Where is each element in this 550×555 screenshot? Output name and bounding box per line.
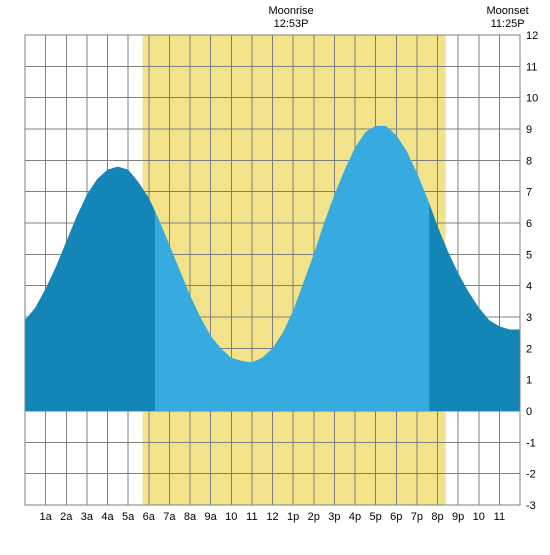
svg-text:1: 1	[526, 375, 532, 387]
svg-text:-2: -2	[526, 469, 536, 481]
svg-text:3a: 3a	[81, 511, 94, 523]
svg-text:12: 12	[526, 30, 538, 42]
svg-text:4: 4	[526, 281, 532, 293]
svg-text:8: 8	[526, 155, 532, 167]
svg-text:4a: 4a	[101, 511, 114, 523]
svg-text:4p: 4p	[349, 511, 361, 523]
svg-text:10: 10	[225, 511, 237, 523]
svg-text:3: 3	[526, 312, 532, 324]
svg-text:8p: 8p	[431, 511, 443, 523]
svg-text:11: 11	[246, 511, 257, 523]
svg-text:5p: 5p	[370, 511, 382, 523]
svg-text:11: 11	[526, 61, 537, 73]
svg-text:2p: 2p	[308, 511, 320, 523]
svg-text:2a: 2a	[60, 511, 73, 523]
svg-text:10: 10	[526, 93, 538, 105]
svg-text:8a: 8a	[184, 511, 197, 523]
svg-text:1p: 1p	[287, 511, 299, 523]
svg-text:3p: 3p	[328, 511, 340, 523]
moonrise-label: Moonrise12:53P	[261, 5, 321, 31]
svg-text:10: 10	[473, 511, 485, 523]
svg-text:7p: 7p	[411, 511, 423, 523]
svg-text:6a: 6a	[143, 511, 156, 523]
svg-text:11: 11	[494, 511, 505, 523]
tide-chart: { "chart": { "type": "area", "width": 55…	[0, 0, 550, 550]
moonset-label: Moonset11:25P	[478, 5, 538, 31]
svg-text:5a: 5a	[122, 511, 135, 523]
svg-text:5: 5	[526, 249, 532, 261]
svg-text:7: 7	[526, 187, 532, 199]
svg-text:2: 2	[526, 343, 532, 355]
svg-text:-3: -3	[526, 500, 536, 512]
svg-text:9a: 9a	[205, 511, 218, 523]
svg-text:-1: -1	[526, 437, 536, 449]
svg-text:9p: 9p	[452, 511, 464, 523]
svg-text:1a: 1a	[40, 511, 53, 523]
chart-svg: 1a2a3a4a5a6a7a8a9a1011121p2p3p4p5p6p7p8p…	[0, 0, 550, 550]
svg-text:0: 0	[526, 406, 532, 418]
svg-text:6p: 6p	[390, 511, 402, 523]
svg-text:6: 6	[526, 218, 532, 230]
svg-text:9: 9	[526, 124, 532, 136]
svg-text:7a: 7a	[163, 511, 176, 523]
svg-text:12: 12	[266, 511, 278, 523]
